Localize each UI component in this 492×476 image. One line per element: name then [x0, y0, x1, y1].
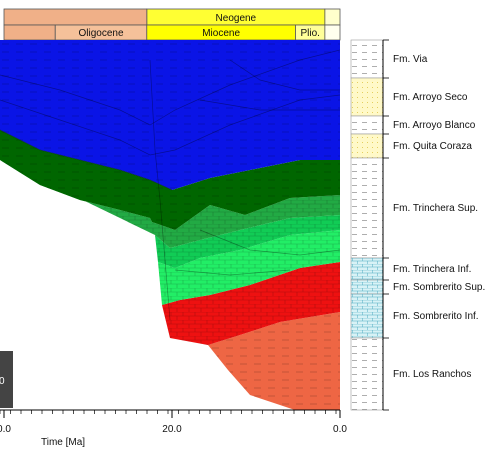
scale-box [0, 351, 13, 408]
formation-label: Fm. Quita Coraza [393, 141, 472, 152]
lithology-column: Fm. Via Fm. Arroyo Seco Fm. Arroyo Blanco F… [350, 39, 485, 411]
formation-cell-pattern [351, 134, 383, 158]
formation-cell-pattern [351, 280, 383, 294]
formation-layer [162, 262, 340, 345]
formation-layer [0, 40, 340, 190]
x-axis-label: Time [Ma] [41, 437, 85, 448]
isochrone-line [149, 59, 171, 321]
layer-pattern [0, 130, 340, 230]
formation-label: Fm. Sombrerito Sup. [393, 282, 485, 293]
formation-layer [0, 130, 340, 230]
formation-layer [208, 312, 340, 410]
time-axis: 0.0 20.0 0.0 [0, 409, 347, 435]
formation-label: Fm. Sombrerito Inf. [393, 311, 479, 322]
epoch-label: Plio. [300, 28, 319, 39]
formation-cell: Fm. Via [350, 39, 428, 79]
formation-cell: Fm. Quita Coraza [350, 133, 472, 159]
layer-pattern [155, 215, 340, 268]
formation-layer [155, 215, 340, 268]
epoch-label: Oligocene [79, 28, 124, 39]
formation-label: Fm. Arroyo Blanco [393, 120, 476, 131]
formation-cell-pattern [351, 338, 383, 410]
layer-pattern [162, 262, 340, 345]
boundary-line [0, 129, 173, 191]
layer-pattern [0, 40, 340, 190]
layer-pattern [208, 312, 340, 410]
formation-cell-pattern [351, 78, 383, 116]
formation-label: Fm. Trinchera Inf. [393, 264, 471, 275]
period-cell [3, 8, 148, 26]
formation-cell: Fm. Sombrerito Inf. [350, 293, 479, 339]
isochrone-line [174, 269, 291, 276]
chronostratigraphy-header: Neogene Oligocene Miocene Plio. [3, 8, 341, 41]
formation-label: Fm. Los Ranchos [393, 369, 471, 380]
formation-cell: Fm. Arroyo Blanco [350, 115, 476, 135]
formation-cell: Fm. Arroyo Seco [350, 77, 468, 117]
isochrone-line [0, 49, 340, 126]
epoch-cell [324, 24, 341, 41]
tick-label: 20.0 [162, 424, 182, 435]
isochrone-line [229, 59, 340, 91]
formation-label: Fm. Via [393, 54, 428, 65]
formation-label: Fm. Arroyo Seco [393, 92, 468, 103]
formation-cell: Fm. Trinchera Sup. [350, 157, 478, 259]
formation-cell-pattern [351, 40, 383, 78]
formation-cell: Fm. Sombrerito Sup. [350, 279, 485, 295]
tick-label: 0.0 [333, 424, 347, 435]
formation-cell-pattern [351, 116, 383, 134]
epoch-label: Miocene [202, 28, 240, 39]
period-label: Neogene [216, 13, 257, 24]
formation-cell-pattern [351, 158, 383, 258]
epoch-cell [3, 24, 56, 41]
scale-box-label: 0 [0, 376, 5, 387]
isochrone-line [199, 99, 340, 111]
tick-label: 0.0 [0, 424, 11, 435]
formation-layer [0, 160, 340, 248]
burial-history-plot [0, 40, 340, 410]
formation-layer [158, 230, 340, 305]
isochrone-line [199, 229, 340, 256]
formation-cell: Fm. Trinchera Inf. [350, 257, 471, 281]
formation-cell-pattern [351, 294, 383, 338]
isochrone-line [0, 94, 340, 156]
formation-label: Fm. Trinchera Sup. [393, 203, 478, 214]
layer-pattern [158, 230, 340, 305]
formation-cell: Fm. Los Ranchos [350, 337, 471, 411]
layer-pattern [0, 160, 340, 248]
formation-cell-pattern [351, 258, 383, 280]
period-cell [324, 8, 341, 26]
